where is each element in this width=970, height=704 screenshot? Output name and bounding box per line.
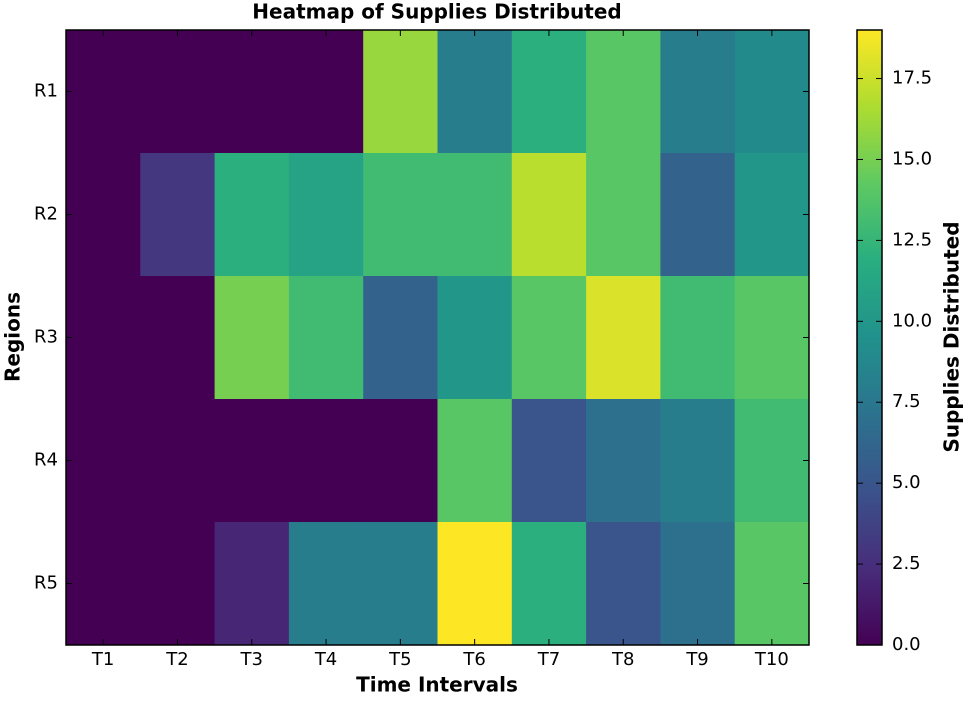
cell bbox=[437, 522, 513, 646]
cell bbox=[363, 276, 438, 400]
cell bbox=[214, 522, 290, 646]
cell bbox=[363, 522, 438, 646]
cell bbox=[660, 522, 736, 646]
x-tick-label: T6 bbox=[462, 649, 485, 670]
y-axis-label: Regions bbox=[1, 292, 25, 382]
x-tick-label: T5 bbox=[388, 649, 411, 670]
cell bbox=[437, 30, 513, 154]
cell bbox=[66, 153, 141, 277]
colorbar-tick-label: 12.5 bbox=[892, 229, 932, 250]
cell bbox=[214, 399, 290, 523]
cell bbox=[734, 276, 810, 400]
cell bbox=[214, 276, 290, 400]
colorbar-tick-label: 0.0 bbox=[892, 634, 921, 655]
cell bbox=[140, 153, 216, 277]
cell bbox=[511, 399, 587, 523]
x-tick-label: T3 bbox=[240, 649, 263, 670]
y-tick-label: R2 bbox=[34, 204, 58, 225]
cell bbox=[66, 399, 141, 523]
colorbar-frame bbox=[856, 29, 883, 646]
cell bbox=[734, 153, 810, 277]
cell bbox=[288, 153, 364, 277]
cell bbox=[586, 399, 661, 523]
cell bbox=[140, 276, 216, 400]
cell bbox=[288, 30, 364, 154]
y-tick-label: R1 bbox=[34, 81, 58, 102]
cell bbox=[734, 30, 810, 154]
cell bbox=[660, 399, 736, 523]
cell bbox=[511, 153, 587, 277]
colorbar-tick-label: 17.5 bbox=[892, 68, 932, 89]
colorbar-tick-label: 5.0 bbox=[892, 472, 921, 493]
cell bbox=[511, 30, 587, 154]
cell bbox=[511, 276, 587, 400]
y-tick-label: R3 bbox=[34, 327, 58, 348]
cell bbox=[660, 30, 736, 154]
x-axis-label: Time Intervals bbox=[356, 673, 518, 697]
x-tick-label: T9 bbox=[685, 649, 708, 670]
cell bbox=[734, 399, 810, 523]
cell bbox=[660, 153, 736, 277]
cell bbox=[288, 399, 364, 523]
cell bbox=[363, 399, 438, 523]
cell bbox=[437, 399, 513, 523]
cell bbox=[734, 522, 810, 646]
cell bbox=[140, 30, 216, 154]
colorbar-tick-label: 2.5 bbox=[892, 553, 921, 574]
y-tick-label: R4 bbox=[34, 450, 58, 471]
colorbar-tick-label: 7.5 bbox=[892, 391, 921, 412]
colorbar-tick-label: 15.0 bbox=[892, 148, 932, 169]
cell bbox=[140, 522, 216, 646]
colorbar-tick-label: 10.0 bbox=[892, 310, 932, 331]
cell bbox=[288, 522, 364, 646]
cell bbox=[511, 522, 587, 646]
x-tick-label: T8 bbox=[611, 649, 634, 670]
x-tick-label: T4 bbox=[314, 649, 337, 670]
cell bbox=[586, 276, 661, 400]
cell bbox=[66, 522, 141, 646]
x-tick-label: T1 bbox=[91, 649, 114, 670]
cell bbox=[214, 153, 290, 277]
cell bbox=[214, 30, 290, 154]
cell bbox=[288, 276, 364, 400]
cell bbox=[363, 153, 438, 277]
x-tick-label: T10 bbox=[754, 649, 789, 670]
cell bbox=[140, 399, 216, 523]
cell bbox=[586, 30, 661, 154]
cell bbox=[586, 153, 661, 277]
x-tick-label: T7 bbox=[537, 649, 560, 670]
cell bbox=[586, 522, 661, 646]
cell bbox=[660, 276, 736, 400]
x-tick-label: T2 bbox=[165, 649, 188, 670]
cell bbox=[66, 30, 141, 154]
colorbar bbox=[857, 30, 882, 645]
chart-title: Heatmap of Supplies Distributed bbox=[252, 0, 621, 24]
colorbar-label: Supplies Distributed bbox=[940, 221, 964, 452]
cell bbox=[66, 276, 141, 400]
cell bbox=[437, 276, 513, 400]
cell bbox=[437, 153, 513, 277]
cell bbox=[363, 30, 438, 154]
y-tick-label: R5 bbox=[34, 573, 58, 594]
